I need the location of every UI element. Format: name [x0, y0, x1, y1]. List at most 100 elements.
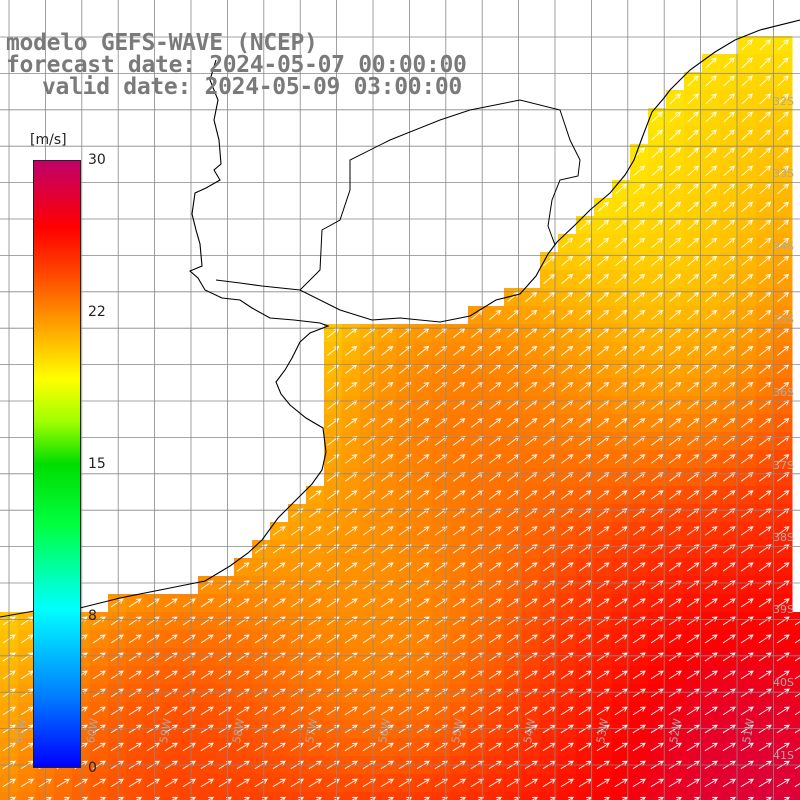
- wind-arrow: [596, 724, 610, 734]
- wind-arrow: [344, 778, 358, 788]
- wind-arrow: [776, 454, 790, 464]
- wind-arrow: [621, 796, 629, 800]
- colorbar-tick-15: 15: [88, 456, 106, 472]
- wind-direction-arrows: [2, 39, 800, 800]
- wind-arrow: [614, 616, 628, 626]
- wind-arrow: [272, 778, 286, 788]
- wind-speed-cell: [270, 792, 289, 800]
- wind-arrow: [471, 418, 484, 428]
- wind-arrow: [290, 634, 304, 644]
- wind-arrow: [650, 562, 664, 572]
- wind-arrow: [740, 634, 754, 644]
- wind-arrow: [614, 526, 628, 536]
- wind-arrow: [632, 634, 646, 644]
- wind-arrow: [614, 742, 628, 752]
- wind-arrow: [200, 616, 214, 626]
- wind-arrow: [290, 598, 304, 608]
- wind-arrow: [308, 580, 322, 590]
- wind-arrow: [777, 381, 790, 392]
- wind-speed-cell: [378, 792, 397, 800]
- wind-arrow: [633, 291, 646, 302]
- wind-arrow: [669, 255, 682, 267]
- wind-arrow: [758, 526, 772, 536]
- wind-arrow: [543, 309, 556, 320]
- wind-arrow: [596, 490, 610, 500]
- wind-arrow: [741, 93, 753, 105]
- wind-arrow: [668, 598, 682, 608]
- wind-arrow: [668, 634, 682, 644]
- wind-arrow: [344, 580, 358, 590]
- wind-arrow: [741, 345, 754, 356]
- wind-arrow: [560, 634, 574, 644]
- wind-arrow: [308, 562, 322, 572]
- wind-arrow: [651, 219, 664, 231]
- wind-arrow: [705, 273, 718, 284]
- wind-arrow: [759, 255, 772, 267]
- wind-arrow: [632, 742, 646, 752]
- wind-arrow: [417, 345, 430, 356]
- wind-arrow: [675, 796, 683, 800]
- wind-arrow: [452, 742, 466, 752]
- wind-arrow: [164, 670, 178, 680]
- wind-arrow: [686, 742, 700, 752]
- wind-arrow: [597, 345, 610, 356]
- wind-arrow: [344, 706, 358, 716]
- wind-arrow: [596, 526, 610, 536]
- wind-arrow: [416, 724, 430, 734]
- wind-arrow: [146, 634, 160, 644]
- wind-arrow: [578, 490, 592, 500]
- wind-arrow: [308, 706, 322, 716]
- wind-arrow: [741, 147, 754, 159]
- wind-arrow: [308, 778, 322, 788]
- wind-arrow: [668, 742, 682, 752]
- wind-arrow: [272, 598, 286, 608]
- wind-arrow: [741, 75, 753, 87]
- wind-arrow: [759, 273, 772, 284]
- wind-arrow: [759, 129, 771, 141]
- wind-arrow: [146, 706, 160, 716]
- wind-arrow: [686, 562, 700, 572]
- wind-arrow: [345, 381, 358, 392]
- wind-arrow: [344, 724, 358, 734]
- wind-arrow: [128, 634, 142, 644]
- wind-arrow: [686, 616, 700, 626]
- wind-arrow: [705, 291, 718, 302]
- border-line: [299, 99, 581, 291]
- wind-arrow: [236, 670, 250, 680]
- wind-arrow: [740, 706, 754, 716]
- wind-arrow: [603, 796, 611, 800]
- wind-arrow: [308, 616, 322, 626]
- wind-arrow: [579, 273, 592, 284]
- wind-arrow: [110, 778, 124, 788]
- wind-arrow: [723, 273, 736, 284]
- colorbar-tick-8: 8: [88, 608, 97, 624]
- wind-arrow: [758, 634, 772, 644]
- lat-label: 35S: [773, 313, 794, 326]
- wind-arrow: [470, 778, 484, 788]
- wind-arrow: [723, 291, 736, 302]
- wind-arrow: [117, 796, 125, 800]
- wind-speed-cell: [342, 792, 361, 800]
- wind-arrow: [705, 93, 717, 105]
- wind-speed-cell: [792, 738, 800, 757]
- wind-arrow: [543, 273, 556, 284]
- wind-arrow: [470, 634, 484, 644]
- lat-label: 33S: [773, 167, 794, 180]
- wind-arrow: [452, 634, 466, 644]
- wind-arrow: [236, 742, 250, 752]
- wind-arrow: [705, 255, 718, 267]
- wind-speed-cell: [198, 792, 217, 800]
- wind-arrow: [236, 706, 250, 716]
- wind-arrow: [207, 796, 215, 800]
- wind-arrow: [524, 724, 538, 734]
- wind-arrow: [579, 418, 592, 428]
- wind-arrow: [776, 616, 790, 626]
- wind-arrow: [776, 778, 790, 788]
- wind-arrow: [740, 616, 754, 626]
- wind-arrow: [705, 75, 717, 87]
- wind-arrow: [669, 309, 682, 320]
- wind-arrow: [543, 255, 556, 267]
- wind-arrow: [759, 183, 772, 195]
- wind-arrow: [651, 129, 663, 141]
- wind-arrow: [182, 598, 196, 608]
